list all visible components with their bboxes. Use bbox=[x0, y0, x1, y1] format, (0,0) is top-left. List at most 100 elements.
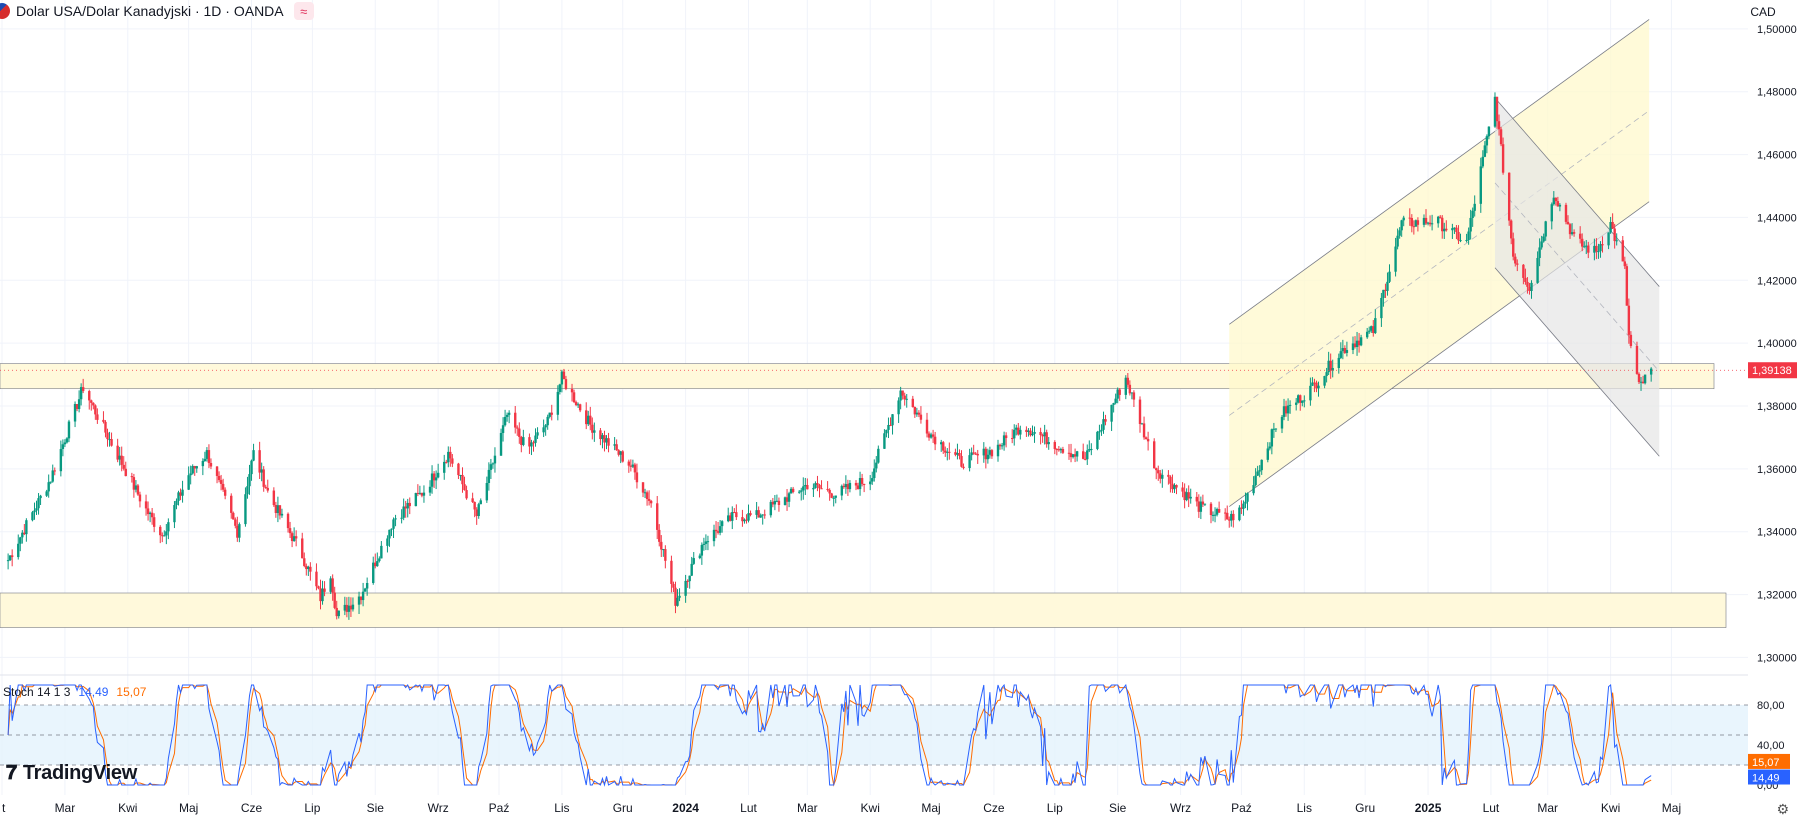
x-tick-label: Lis bbox=[554, 801, 569, 815]
candle-body bbox=[1045, 432, 1048, 445]
candle-body bbox=[1027, 430, 1030, 432]
candle-body bbox=[856, 485, 860, 490]
candle-body bbox=[869, 481, 872, 485]
candle-body bbox=[286, 513, 290, 529]
candle-body bbox=[1004, 435, 1008, 439]
candle-body bbox=[1570, 232, 1574, 235]
falling-channel-upper bbox=[1494, 97, 1660, 287]
candle-body bbox=[619, 451, 622, 455]
candle-body bbox=[1282, 406, 1286, 417]
x-tick-label: Maj bbox=[179, 801, 198, 815]
candle-body bbox=[1104, 419, 1107, 422]
candle-body bbox=[775, 500, 779, 502]
candle-body bbox=[485, 482, 489, 501]
candle-body bbox=[434, 477, 438, 481]
candle-body bbox=[972, 452, 975, 454]
candle-body bbox=[1469, 217, 1472, 232]
candle-body bbox=[1426, 222, 1430, 224]
candle-body bbox=[203, 458, 207, 461]
candle-body bbox=[848, 482, 852, 490]
candle-body bbox=[1173, 485, 1176, 490]
candle-body bbox=[230, 495, 233, 513]
candle-body bbox=[1599, 244, 1602, 252]
candle-body bbox=[714, 529, 718, 532]
candle-body bbox=[1232, 513, 1235, 521]
candle-body bbox=[1132, 392, 1136, 400]
symbol-title[interactable]: Dolar USA/Dolar Kanadyjski · 1D · OANDA bbox=[16, 3, 284, 19]
candle-body bbox=[1485, 136, 1489, 146]
candle-body bbox=[63, 442, 67, 445]
candle-body bbox=[217, 475, 221, 481]
candle-body bbox=[477, 504, 480, 517]
candle-body bbox=[1041, 435, 1044, 437]
candle-body bbox=[706, 541, 710, 543]
stoch-label[interactable]: Stoch 14 1 3 bbox=[3, 685, 71, 699]
candle-body bbox=[741, 517, 744, 522]
x-tick-label: Gru bbox=[613, 801, 633, 815]
candle-body bbox=[25, 520, 28, 535]
candle-body bbox=[288, 528, 292, 534]
candle-body bbox=[589, 415, 592, 425]
y-tick-label: 1,500000 bbox=[1757, 24, 1797, 36]
candle-body bbox=[1155, 468, 1158, 471]
candle-body bbox=[1112, 403, 1115, 405]
candle-body bbox=[116, 445, 119, 460]
candle-body bbox=[1516, 263, 1519, 265]
falling-channel-lower bbox=[1494, 267, 1660, 457]
wave-icon[interactable]: ≈ bbox=[293, 2, 314, 20]
candle-body bbox=[1554, 197, 1558, 202]
candle-body bbox=[33, 510, 36, 513]
candle-body bbox=[347, 605, 351, 612]
candle-body bbox=[1481, 156, 1485, 167]
stoch-d-tag-label: 15,07 bbox=[1752, 757, 1780, 769]
candle-body bbox=[75, 404, 79, 409]
candle-body bbox=[136, 485, 140, 495]
settings-gear-icon[interactable]: ⚙ bbox=[1776, 801, 1789, 817]
candle-body bbox=[1128, 384, 1132, 394]
candle-body bbox=[1011, 438, 1014, 440]
currency-button[interactable]: CAD bbox=[1750, 5, 1776, 19]
stoch-k-tag bbox=[1748, 769, 1790, 785]
candle-body bbox=[858, 478, 862, 490]
candle-body bbox=[1331, 367, 1334, 371]
candle-body bbox=[745, 519, 748, 521]
candle-body bbox=[684, 580, 687, 596]
candle-body bbox=[1595, 245, 1598, 252]
x-tick-label: Wrz bbox=[428, 801, 449, 815]
candle-body bbox=[643, 492, 647, 494]
candle-body bbox=[10, 555, 14, 558]
candle-body bbox=[31, 512, 34, 521]
candle-body bbox=[246, 486, 249, 495]
candle-body bbox=[363, 588, 367, 592]
candle-body bbox=[1284, 406, 1288, 414]
candle-body bbox=[1613, 228, 1616, 242]
candle-body bbox=[1061, 449, 1065, 453]
candle-body bbox=[392, 519, 395, 529]
candle-body bbox=[911, 398, 915, 408]
candle-body bbox=[378, 558, 381, 562]
candle-body bbox=[998, 444, 1002, 447]
candle-body bbox=[605, 438, 608, 443]
candle-body bbox=[1013, 429, 1016, 439]
candle-body bbox=[73, 404, 77, 422]
candle-body bbox=[357, 596, 361, 605]
candle-body bbox=[834, 495, 837, 498]
candle-body bbox=[1223, 512, 1227, 514]
candle-body bbox=[676, 597, 679, 606]
candle-body bbox=[209, 463, 213, 467]
candle-body bbox=[223, 489, 227, 496]
x-tick-label: Sie bbox=[367, 801, 385, 815]
candle-body bbox=[735, 512, 738, 518]
candle-body bbox=[718, 526, 722, 533]
candle-body bbox=[1372, 326, 1375, 334]
candle-body bbox=[1260, 459, 1263, 471]
candle-body bbox=[59, 449, 63, 472]
candle-body bbox=[390, 528, 393, 530]
candle-body bbox=[1256, 471, 1259, 476]
x-tick-label: Mar bbox=[1537, 801, 1558, 815]
tradingview-logo[interactable]: 𝟕 TradingView bbox=[6, 762, 137, 785]
candle-body bbox=[585, 410, 588, 425]
candle-body bbox=[177, 492, 180, 501]
candle-body bbox=[252, 450, 255, 461]
